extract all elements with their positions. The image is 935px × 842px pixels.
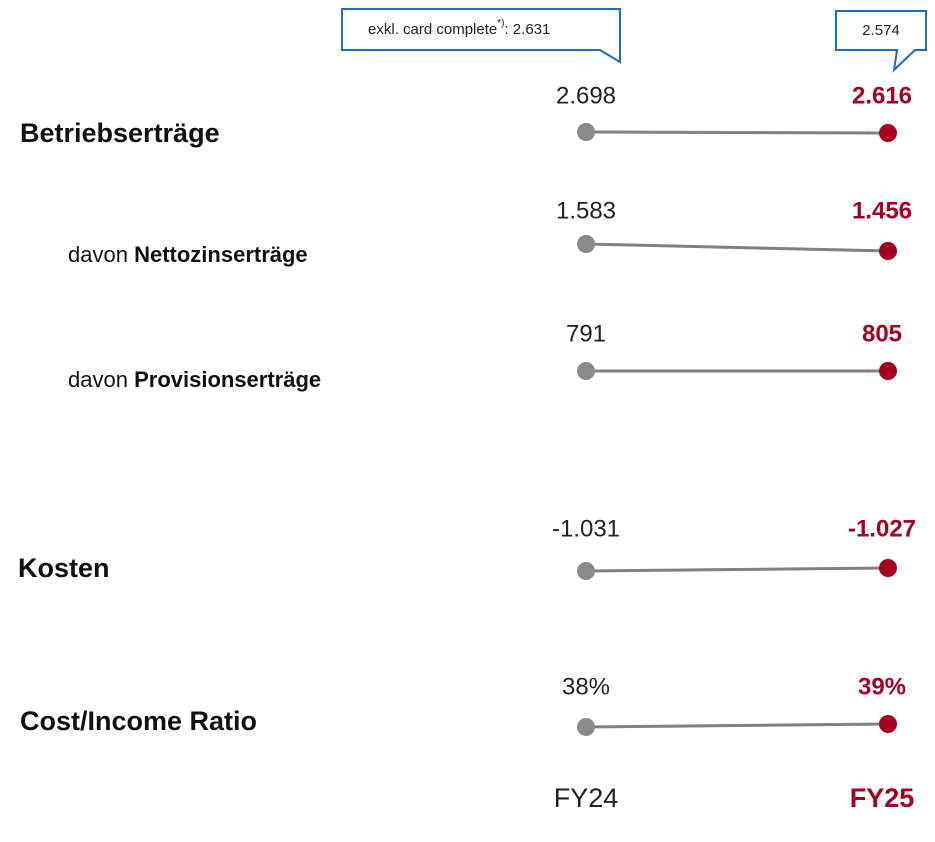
callout-box [341,8,621,64]
label-name: Provisionserträge [134,367,321,392]
dot-fy24 [577,362,595,380]
connector [585,722,889,729]
dot-fy24 [577,123,595,141]
dot-fy25 [879,242,897,260]
footer-fy25: FY25 [850,783,915,813]
row-label: Kosten [18,553,110,583]
connector [585,130,889,135]
value-fy25: 805 [862,320,902,347]
row-label: Betriebserträge [20,118,220,148]
footer-fy24: FY24 [554,783,619,813]
row-label: davon Provisionserträge [68,367,321,392]
row-label: davon Nettozinserträge [68,242,308,267]
callout-text: 2.574 [862,22,900,39]
dot-fy24 [577,562,595,580]
callout-text: exkl. card complete*): 2.631 [368,18,550,38]
connector [585,242,889,253]
label-prefix: davon [68,367,128,392]
rows: Betriebserträge 2.698 2.616 davon Nettozins… [18,82,916,736]
value-fy24: 38% [562,673,610,700]
value-fy24: -1.031 [552,515,620,542]
value-fy25: 39% [858,673,906,700]
value-fy25: 1.456 [852,197,912,224]
dot-fy25 [879,715,897,733]
label-prefix: davon [68,242,128,267]
label-name: Nettozinserträge [134,242,308,267]
value-fy25: -1.027 [848,515,916,542]
row-label: Cost/Income Ratio [20,706,257,736]
value-fy24: 2.698 [556,82,616,109]
callout-box [835,10,927,73]
dot-fy25 [879,559,897,577]
value-fy24: 1.583 [556,197,616,224]
dot-fy24 [577,718,595,736]
dot-fy25 [879,362,897,380]
value-fy24: 791 [566,320,606,347]
connector [585,566,889,573]
value-fy25: 2.616 [852,82,912,109]
dot-fy25 [879,124,897,142]
dot-fy24 [577,235,595,253]
